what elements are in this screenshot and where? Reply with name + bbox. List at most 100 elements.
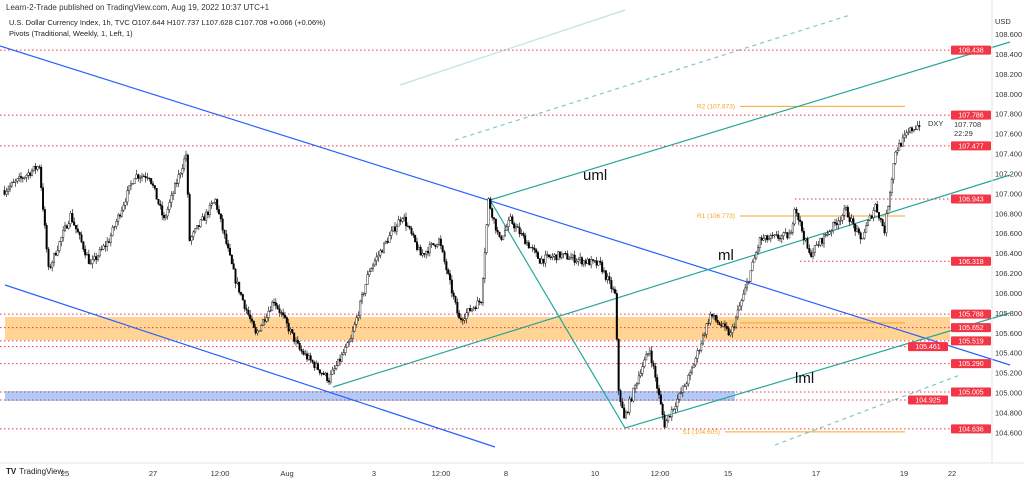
candle-body [137, 174, 140, 179]
candle-body [804, 238, 807, 241]
candle-body [907, 131, 910, 134]
candle-body [848, 216, 851, 222]
warning-line-upper[interactable] [454, 14, 851, 141]
candle-body [773, 234, 776, 236]
price-tick: 106.000 [995, 289, 1022, 298]
candle-body [639, 373, 642, 377]
candle-body [826, 234, 829, 236]
price-tick: 107.000 [995, 189, 1022, 198]
candle-body [597, 260, 600, 266]
candle-body [507, 220, 510, 227]
candle-body [874, 204, 877, 211]
candle-body [641, 366, 644, 374]
candle-body [267, 310, 270, 318]
bar-countdown: 22:29 [954, 129, 973, 138]
candle-body [245, 308, 248, 311]
candle-body [135, 174, 138, 179]
candle-body [878, 212, 881, 219]
level-label-bg [951, 387, 991, 397]
ml-label: ml [718, 247, 734, 264]
candle-body [357, 315, 360, 319]
candle-body [779, 238, 782, 240]
candle-body [368, 271, 371, 275]
candle-body [8, 185, 11, 190]
lower-trend-line[interactable] [4, 284, 496, 448]
price-tick: 108.200 [995, 70, 1022, 79]
candle-body [181, 168, 184, 174]
candle-body [647, 353, 650, 355]
chart-legend[interactable]: U.S. Dollar Currency Index, 1h, TVC O107… [9, 17, 325, 39]
zones [5, 317, 950, 401]
candle-body [890, 179, 893, 193]
candle-body [645, 354, 648, 361]
candle-body [269, 310, 272, 312]
candle-body [458, 312, 461, 319]
candle-body [273, 302, 276, 304]
candle-body [806, 238, 809, 249]
uml-label: uml [583, 167, 607, 184]
candle-body [553, 254, 556, 257]
candle-body [824, 234, 827, 236]
candle-body [348, 341, 351, 344]
price-axis[interactable]: 108.600 108.400 108.200 108.000 107.800 107.6… [995, 30, 1022, 437]
candle-body [186, 154, 189, 195]
candle-body [670, 409, 673, 418]
candle-body [317, 363, 320, 370]
candle-body [271, 302, 274, 311]
pitchfork-uml[interactable] [489, 41, 1011, 201]
candle-body [691, 367, 694, 373]
candle-body [236, 281, 239, 284]
candle-body [53, 253, 56, 263]
candle-body [823, 234, 826, 244]
candle-body [603, 270, 606, 273]
candle-body [722, 323, 725, 327]
candle-body [769, 235, 772, 239]
candle-body [91, 259, 94, 264]
pitchfork-lml[interactable] [624, 312, 1011, 429]
faint-parallel-line[interactable] [399, 9, 626, 86]
candle-body [399, 219, 402, 222]
candle-body [502, 235, 505, 240]
candle-body [850, 218, 853, 222]
candle-body [744, 287, 747, 295]
time-tick: 10 [591, 469, 599, 478]
candle-body [84, 248, 87, 256]
time-axis[interactable]: 25 27 12:00 Aug 3 12:00 8 10 12:00 15 17 19 22 [61, 469, 956, 478]
candle-body [604, 270, 607, 280]
candle-body [320, 372, 323, 374]
candle-body [203, 216, 206, 221]
candle-body [854, 223, 857, 232]
candle-body [221, 218, 224, 231]
candle-body [469, 308, 472, 312]
candle-body [126, 190, 129, 203]
tradingview-logo[interactable]: TV TradingView [6, 467, 63, 476]
candle-body [361, 294, 364, 302]
candle-body [619, 390, 622, 402]
candle-body [472, 307, 475, 310]
candle-body [566, 253, 569, 260]
candle-body [483, 252, 486, 279]
candle-body [493, 217, 496, 220]
candle-body [63, 225, 66, 231]
candle-body [113, 226, 116, 228]
candle-body [762, 238, 765, 241]
candle-body [106, 241, 109, 247]
candle-body [663, 414, 666, 428]
candle-body [680, 392, 683, 394]
warning-line-lower[interactable] [774, 374, 961, 446]
pitchfork-ml[interactable] [332, 174, 1011, 388]
upper-trend-line[interactable] [0, 45, 1011, 366]
candle-body [42, 187, 45, 210]
price-tick: 107.200 [995, 169, 1022, 178]
candle-body [51, 262, 54, 268]
candle-body [31, 170, 34, 176]
candle-body [832, 221, 835, 231]
candle-body [82, 241, 85, 250]
pitchfork-handle[interactable] [489, 199, 626, 429]
candle-body [223, 229, 226, 235]
candle-body [581, 257, 584, 265]
candle-body [731, 326, 734, 334]
candle-body [654, 366, 657, 378]
candle-body [175, 182, 178, 184]
